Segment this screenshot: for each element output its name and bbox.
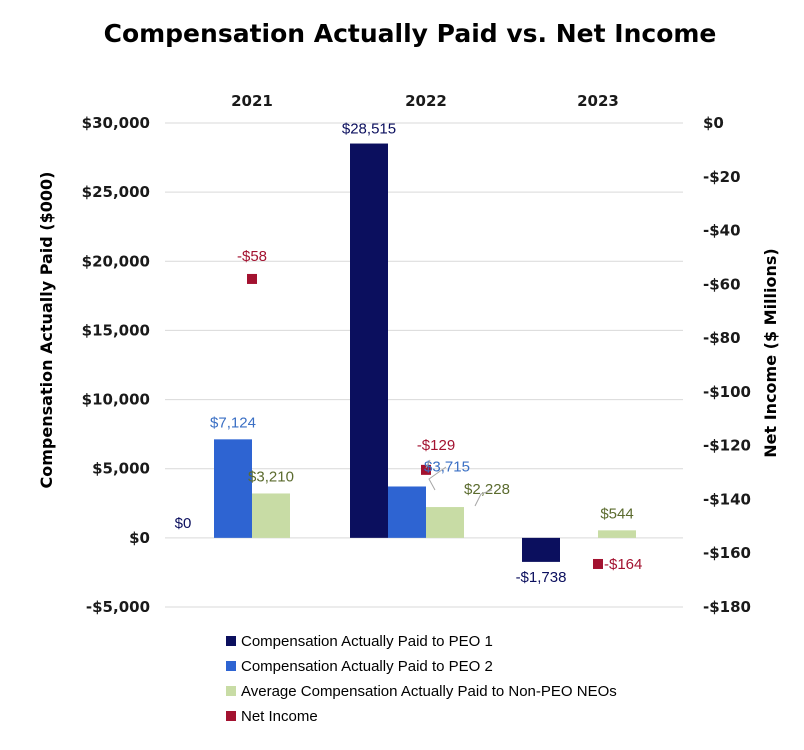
leader-line [425,459,431,469]
right-tick-label: -$120 [703,437,751,455]
category-label: 2021 [231,92,273,110]
data-label: $3,715 [424,458,470,475]
right-axis-title: Net Income ($ Millions) [761,248,780,457]
legend-swatch [226,661,236,671]
legend-label: Net Income [241,708,318,725]
left-tick-label: $20,000 [82,252,150,270]
data-label: $544 [600,505,633,522]
bar-3-2021 [252,493,290,538]
legend-swatch [226,636,236,646]
chart-title: Compensation Actually Paid vs. Net Incom… [104,19,717,48]
bar-2-2021 [214,439,252,538]
legend-label: Compensation Actually Paid to PEO 2 [241,658,493,675]
category-label: 2022 [405,92,447,110]
left-axis-title: Compensation Actually Paid ($000) [37,172,56,489]
right-tick-label: -$100 [703,383,751,401]
legend-label: Average Compensation Actually Paid to No… [241,683,617,700]
right-tick-label: -$60 [703,275,741,293]
net-income-label: -$129 [417,437,455,454]
net-income-marker-2023 [593,558,603,569]
bar-1-2022 [350,143,388,538]
net-income-marker-2022 [421,464,431,475]
data-labels: $0 $28,515 -$1,738 $7,124 $3,715 $3,210 $2,228… [175,121,643,586]
right-tick-label: -$40 [703,222,741,240]
category-labels: 2021 2022 2023 [231,92,619,110]
leader-line [428,466,447,491]
bar-3-2023 [598,530,636,538]
legend-swatch [226,686,236,696]
net-income-marker-2021 [247,273,257,284]
bar-3-2022 [426,507,464,538]
right-tick-label: -$20 [703,168,741,186]
left-axis-ticks: $30,000 $25,000 $20,000 $15,000 $10,000 $5,00… [82,114,150,616]
leader-line [474,489,493,507]
left-tick-label: -$5,000 [86,598,150,616]
bar-1-2023 [522,537,560,562]
data-label: $7,124 [210,414,256,431]
legend-swatch [226,711,236,721]
legend-label: Compensation Actually Paid to PEO 1 [241,633,493,650]
left-tick-label: $10,000 [82,391,150,409]
left-tick-label: $15,000 [82,321,150,339]
data-label: $28,515 [342,121,396,138]
net-income-label: -$58 [237,248,267,265]
left-tick-label: $5,000 [92,460,150,478]
legend: Compensation Actually Paid to PEO 1 Compe… [226,633,617,725]
right-tick-label: -$180 [703,598,751,616]
left-tick-label: $25,000 [82,183,150,201]
data-label: -$1,738 [516,569,567,586]
data-label: $3,210 [248,468,294,485]
bar-2-2022 [388,486,426,538]
category-label: 2023 [577,92,619,110]
net-income-label: -$164 [604,556,642,573]
net-income-markers [247,273,603,569]
data-label: $2,228 [464,481,510,498]
right-tick-label: -$80 [703,329,741,347]
right-tick-label: -$140 [703,490,751,508]
bars [214,143,636,562]
left-tick-label: $0 [129,529,150,547]
data-label: $0 [175,515,192,532]
right-tick-label: $0 [703,114,724,132]
right-tick-label: -$160 [703,544,751,562]
right-axis-ticks: $0 -$20 -$40 -$60 -$80 -$100 -$120 -$140 -$160 -$… [703,114,751,616]
left-tick-label: $30,000 [82,114,150,132]
